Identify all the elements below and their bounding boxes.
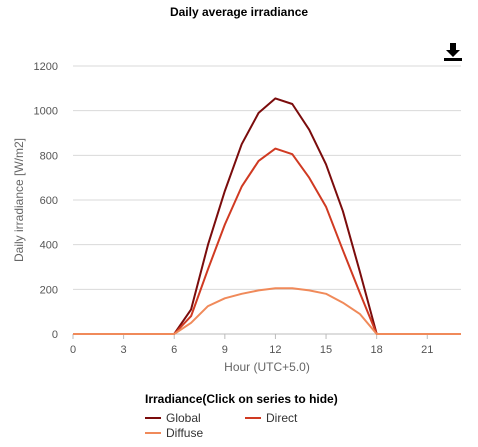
y-tick-label: 800 [40,150,58,162]
y-tick-label: 0 [52,329,58,341]
series-line-diffuse [73,287,461,335]
x-tick-label: 21 [421,344,433,356]
y-tick-label: 600 [40,195,58,207]
legend-item-global[interactable]: Global [145,411,201,425]
y-tick-label: 200 [40,284,58,296]
legend-item-diffuse[interactable]: Diffuse [145,426,203,440]
legend-item-direct[interactable]: Direct [245,411,297,425]
x-tick-label: 9 [222,344,228,356]
legend-label: Direct [266,411,298,425]
x-axis-label: Hour (UTC+5.0) [224,360,310,374]
chart-title: Daily average irradiance [169,5,309,19]
series-line-global [73,97,461,335]
x-tick-label: 6 [171,344,177,356]
x-tick-label: 18 [371,344,383,356]
x-tick-label: 15 [320,344,332,356]
x-tick-label: 3 [121,344,127,356]
x-tick-label: 0 [70,344,76,356]
y-tick-label: 1200 [34,61,58,73]
series-line-direct [73,147,461,335]
x-tick-label: 12 [269,344,281,356]
chart-plot: 0 200 400 600 800 1000 1200 0 3 6 9 12 15 18 21 Hour (U… [12,61,461,374]
download-icon[interactable] [443,42,463,62]
legend-swatch [145,416,161,419]
legend-swatch [145,431,161,434]
legend-label: Global [166,411,201,425]
legend-label: Diffuse [166,426,204,440]
y-tick-label: 1000 [34,106,58,118]
legend-title: Irradiance(Click on series to hide) [145,392,338,406]
y-axis-label: Daily irradiance [W/m2] [12,138,26,262]
y-tick-label: 400 [40,240,58,252]
legend-swatch [245,416,261,419]
